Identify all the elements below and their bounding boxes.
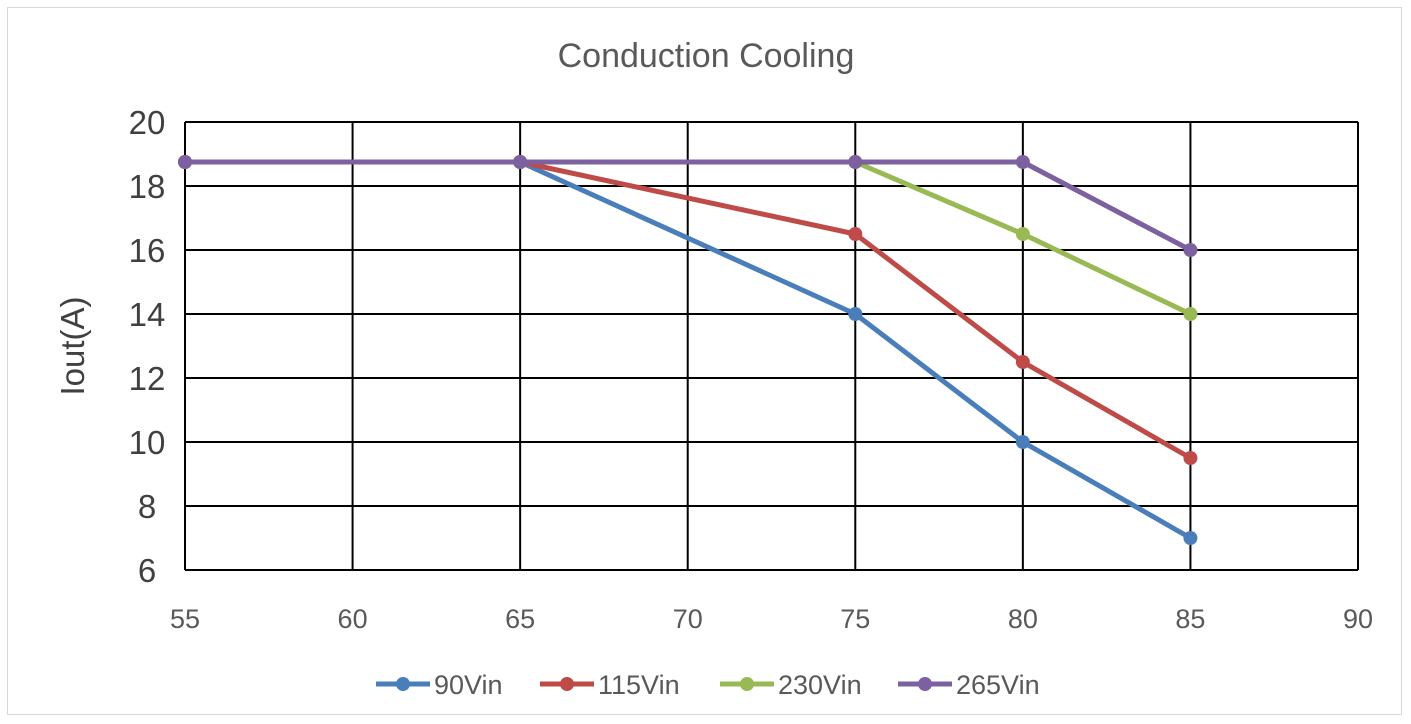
data-point-115Vin — [848, 227, 863, 241]
y-tick-label: 16 — [129, 232, 166, 269]
chart-title: Conduction Cooling — [558, 37, 855, 75]
data-point-90Vin — [848, 307, 863, 321]
legend-label: 90Vin — [434, 670, 503, 700]
data-point-90Vin — [1183, 531, 1198, 545]
data-point-265Vin — [513, 155, 528, 169]
legend-label: 265Vin — [956, 670, 1040, 700]
legend-label: 230Vin — [778, 670, 862, 700]
y-tick-label: 12 — [129, 360, 166, 397]
x-tick-label: 55 — [170, 604, 200, 634]
y-tick-label: 18 — [129, 168, 166, 205]
x-tick-label: 90 — [1343, 604, 1373, 634]
data-point-115Vin — [1015, 355, 1030, 369]
series-265Vin — [178, 155, 1198, 257]
series-layer — [178, 155, 1198, 545]
data-point-230Vin — [1183, 307, 1198, 321]
data-point-230Vin — [1015, 227, 1030, 241]
data-point-265Vin — [1015, 155, 1030, 169]
legend-item-90Vin: 90Vin — [376, 670, 503, 700]
legend-item-230Vin: 230Vin — [720, 670, 862, 700]
y-axis-label: Iout(A) — [54, 296, 91, 395]
x-tick-label: 60 — [338, 604, 368, 634]
x-tick-label: 70 — [673, 604, 703, 634]
data-point-115Vin — [1183, 451, 1198, 465]
data-point-265Vin — [848, 155, 863, 169]
data-point-265Vin — [1183, 243, 1198, 257]
legend-marker — [560, 677, 574, 691]
x-tick-label: 75 — [840, 604, 870, 634]
y-tick-label: 10 — [129, 424, 166, 461]
y-axis-ticks: 6 8 10 12 14 16 18 20 — [129, 104, 166, 589]
legend: 90Vin 115Vin 230Vin 265Vin — [376, 670, 1040, 700]
y-tick-label: 20 — [129, 104, 166, 141]
x-tick-label: 85 — [1175, 604, 1205, 634]
legend-item-115Vin: 115Vin — [540, 670, 680, 700]
x-tick-label: 65 — [505, 604, 535, 634]
x-axis-ticks: 55 60 65 70 75 80 85 90 — [170, 604, 1373, 634]
legend-label: 115Vin — [598, 670, 680, 700]
legend-item-265Vin: 265Vin — [898, 670, 1040, 700]
legend-marker — [918, 677, 932, 691]
plot-grid — [184, 121, 1359, 571]
y-tick-label: 8 — [138, 488, 156, 525]
data-point-265Vin — [178, 155, 192, 169]
y-tick-label: 14 — [129, 296, 166, 333]
legend-marker — [740, 677, 754, 691]
legend-marker — [396, 677, 410, 691]
data-point-90Vin — [1015, 435, 1030, 449]
x-tick-label: 80 — [1008, 604, 1038, 634]
chart-area — [7, 7, 1402, 715]
y-tick-label: 6 — [138, 552, 156, 589]
